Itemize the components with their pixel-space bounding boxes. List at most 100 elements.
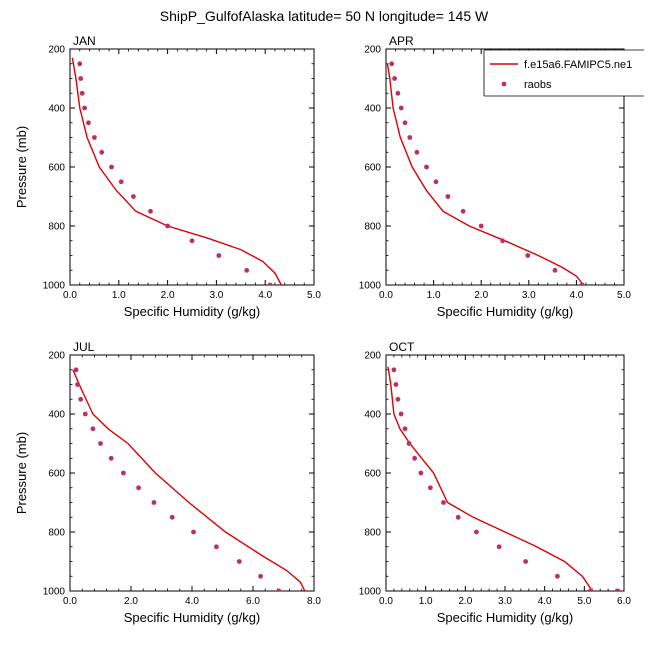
obs-point bbox=[99, 149, 105, 155]
x-tick-label: 3.0 bbox=[498, 596, 512, 607]
obs-point bbox=[165, 223, 171, 229]
obs-point bbox=[236, 559, 242, 564]
y-tick-label: 600 bbox=[48, 469, 65, 480]
obs-point bbox=[496, 544, 502, 550]
panel-jul: 0.0 2.0 4.0 6.0 8.0 200 400 600 800 1000 JUL Specif… bbox=[14, 340, 321, 625]
obs-point bbox=[98, 441, 103, 446]
model-line bbox=[71, 57, 282, 285]
obs-point bbox=[86, 120, 91, 126]
obs-point bbox=[500, 238, 505, 244]
panel-label: OCT bbox=[389, 340, 415, 354]
x-axis-label: Specific Humidity (g/kg) bbox=[437, 304, 574, 319]
obs-point bbox=[276, 588, 282, 591]
x-tick-label: 5.0 bbox=[577, 596, 591, 607]
panel-label: JAN bbox=[73, 34, 96, 48]
obs-point bbox=[414, 149, 420, 155]
x-tick-label: 0.0 bbox=[63, 290, 77, 301]
obs-point bbox=[267, 282, 273, 285]
x-tick-label: 4.0 bbox=[185, 596, 199, 607]
obs-point bbox=[131, 194, 136, 199]
y-tick-label: 600 bbox=[364, 469, 381, 480]
model-line bbox=[386, 63, 585, 285]
panel-label: JUL bbox=[73, 340, 95, 354]
y-axis-label: Pressure (mb) bbox=[14, 126, 29, 208]
obs-point bbox=[395, 90, 401, 96]
legend-label: f.e15a6.FAMIPC5.ne1 bbox=[524, 59, 632, 71]
obs-point bbox=[418, 470, 424, 476]
x-tick-label: 4.0 bbox=[569, 290, 583, 301]
model-line bbox=[387, 366, 593, 591]
panel-oct: 0.0 1.0 2.0 3.0 4.0 5.0 6.0 200 400 600 800 1000 OCT… bbox=[359, 340, 632, 625]
obs-point bbox=[189, 238, 195, 244]
obs-point bbox=[191, 529, 196, 535]
obs-point bbox=[552, 267, 558, 273]
obs-point bbox=[391, 367, 397, 373]
y-tick-label: 200 bbox=[48, 45, 65, 56]
obs-point bbox=[118, 179, 124, 185]
obs-point bbox=[214, 544, 219, 550]
obs-point bbox=[445, 194, 451, 199]
model-line bbox=[72, 369, 306, 591]
obs-point bbox=[398, 105, 404, 111]
x-tick-label: 4.0 bbox=[258, 290, 272, 301]
y-tick-label: 400 bbox=[364, 104, 381, 115]
obs-point bbox=[121, 470, 126, 476]
panel-apr: 0.0 1.0 2.0 3.0 4.0 5.0 200 400 600 800 1000 APR Spe… bbox=[359, 34, 632, 319]
legend-background bbox=[484, 50, 644, 96]
y-tick-label: 400 bbox=[48, 410, 65, 421]
obs-point bbox=[77, 61, 83, 67]
x-tick-label: 8.0 bbox=[307, 596, 321, 607]
plot-frame bbox=[69, 48, 315, 286]
y-axis-label: Pressure (mb) bbox=[14, 432, 29, 514]
plot-frame bbox=[69, 354, 315, 592]
y-tick-label: 600 bbox=[48, 163, 65, 174]
y-tick-label: 200 bbox=[364, 351, 381, 362]
obs-point bbox=[474, 529, 479, 535]
obs-point bbox=[92, 135, 97, 140]
y-tick-label: 200 bbox=[48, 351, 65, 362]
y-tick-label: 1000 bbox=[43, 587, 66, 598]
y-tick-label: 1000 bbox=[359, 281, 382, 292]
obs-point bbox=[90, 426, 96, 432]
x-axis-label: Specific Humidity (g/kg) bbox=[124, 610, 261, 625]
obs-point bbox=[78, 76, 84, 81]
obs-point bbox=[433, 179, 439, 185]
obs-point bbox=[258, 573, 263, 579]
figure-title: ShipP_GulfofAlaska latitude= 50 N longit… bbox=[160, 8, 489, 24]
obs-point bbox=[398, 411, 404, 417]
x-tick-label: 0.0 bbox=[379, 290, 393, 301]
y-tick-label: 800 bbox=[364, 222, 381, 233]
obs-point bbox=[587, 588, 593, 591]
obs-point bbox=[169, 514, 175, 520]
y-tick-label: 800 bbox=[364, 528, 381, 539]
obs-point bbox=[402, 426, 408, 432]
obs-point bbox=[412, 455, 417, 461]
x-tick-label: 1.0 bbox=[427, 290, 441, 301]
y-tick-label: 400 bbox=[48, 104, 65, 115]
legend-marker-swatch bbox=[501, 81, 507, 87]
obs-point bbox=[478, 223, 484, 229]
panel-jan: 0.0 1.0 2.0 3.0 4.0 5.0 200 400 600 800 1000 JAN Spe… bbox=[14, 34, 321, 319]
y-tick-label: 600 bbox=[364, 163, 381, 174]
panel-label: APR bbox=[389, 34, 414, 48]
obs-point bbox=[579, 282, 585, 285]
obs-point bbox=[78, 396, 84, 402]
obs-point bbox=[402, 120, 408, 126]
obs-point bbox=[244, 267, 250, 273]
obs-point bbox=[136, 485, 142, 491]
x-tick-label: 2.0 bbox=[474, 290, 488, 301]
x-tick-label: 6.0 bbox=[246, 596, 260, 607]
obs-point bbox=[393, 382, 399, 387]
obs-point bbox=[523, 559, 528, 564]
obs-point bbox=[73, 367, 79, 373]
x-tick-label: 5.0 bbox=[307, 290, 321, 301]
x-tick-label: 6.0 bbox=[617, 596, 631, 607]
obs-point bbox=[389, 61, 395, 67]
y-tick-label: 1000 bbox=[43, 281, 66, 292]
obs-point bbox=[455, 514, 461, 520]
series-group bbox=[71, 57, 282, 285]
obs-point bbox=[216, 253, 222, 258]
legend-label: raobs bbox=[524, 79, 552, 91]
obs-point bbox=[424, 164, 429, 170]
